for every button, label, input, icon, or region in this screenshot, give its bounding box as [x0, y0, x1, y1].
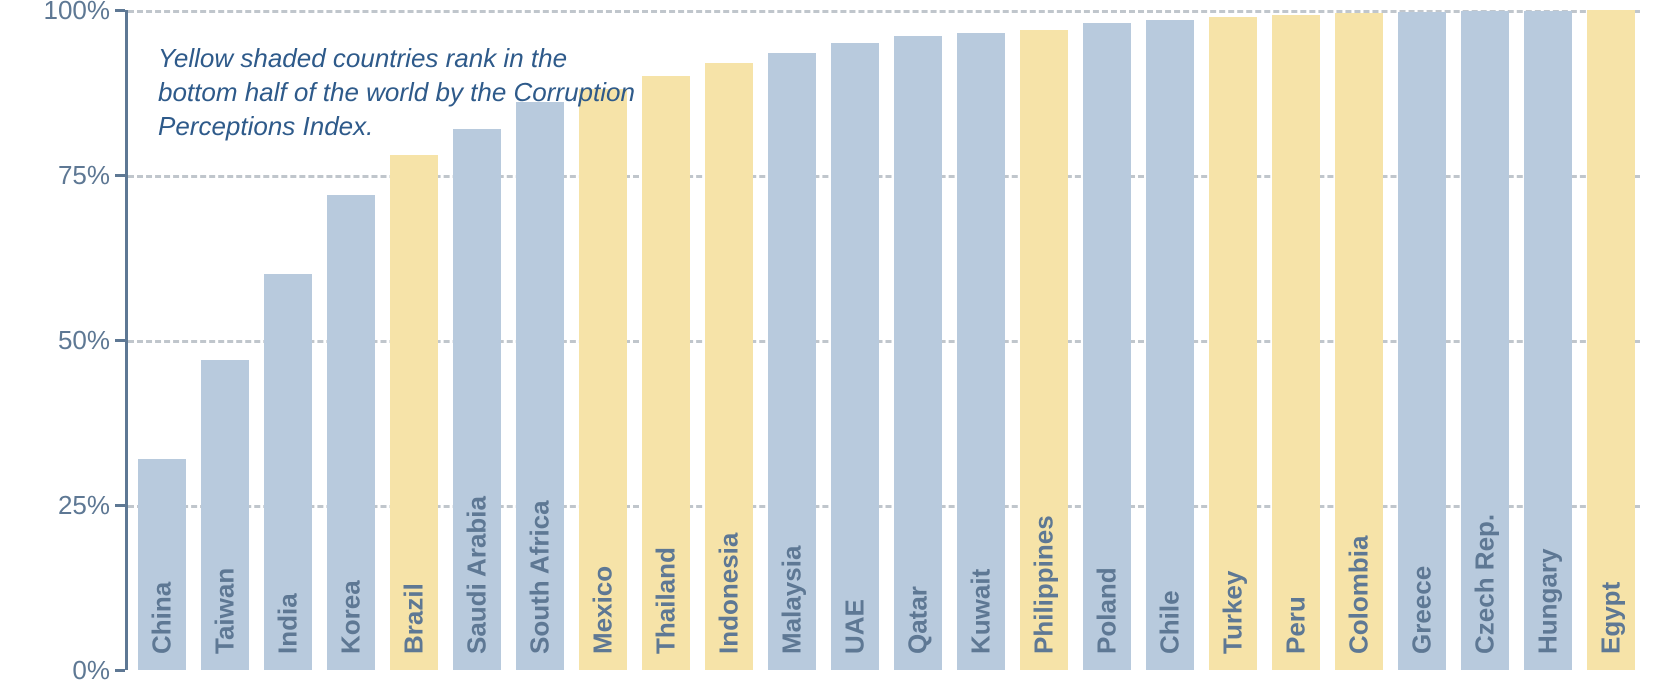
bar-label: Malaysia — [777, 546, 808, 654]
y-tick — [115, 669, 125, 672]
y-tick — [115, 504, 125, 507]
bar-label: India — [273, 593, 304, 654]
y-axis-label: 100% — [10, 0, 110, 26]
bar-label: Indonesia — [714, 533, 745, 654]
y-tick — [115, 9, 125, 12]
bar-label: Philippines — [1029, 515, 1060, 654]
chart-annotation: Yellow shaded countries rank in the bott… — [158, 42, 648, 143]
bar — [1587, 10, 1635, 670]
bar-label: UAE — [840, 599, 871, 654]
y-tick — [115, 174, 125, 177]
y-axis-label: 0% — [10, 655, 110, 686]
bar-label: Greece — [1407, 566, 1438, 654]
bar-label: Saudi Arabia — [462, 496, 493, 654]
bar-label: Peru — [1281, 596, 1312, 654]
bar — [1272, 15, 1320, 670]
bar-label: Egypt — [1596, 582, 1627, 654]
bar-label: Korea — [336, 580, 367, 654]
bar-label: Thailand — [651, 547, 682, 654]
bar-label: Czech Rep. — [1470, 514, 1501, 654]
bar-label: Kuwait — [966, 569, 997, 654]
y-axis-label: 25% — [10, 490, 110, 521]
y-axis-label: 50% — [10, 325, 110, 356]
bar-label: Brazil — [399, 583, 430, 654]
bar-label: Mexico — [588, 566, 619, 654]
bar-label: Turkey — [1218, 571, 1249, 654]
bar-label: Hungary — [1533, 549, 1564, 654]
y-axis-label: 75% — [10, 160, 110, 191]
bar-label: Qatar — [903, 586, 934, 654]
bar-label: Colombia — [1344, 536, 1375, 654]
bar-label: South Africa — [525, 500, 556, 654]
bar-label: Poland — [1092, 567, 1123, 654]
y-tick — [115, 339, 125, 342]
y-axis-line — [125, 10, 128, 670]
bar-label: Taiwan — [210, 568, 241, 654]
bar — [1146, 20, 1194, 670]
bar-label: Chile — [1155, 590, 1186, 654]
bar-label: China — [147, 582, 178, 654]
bar — [894, 36, 942, 670]
bar — [831, 43, 879, 670]
corruption-bar-chart: China Taiwan India Korea Brazil Saudi Arabia S… — [0, 0, 1657, 698]
